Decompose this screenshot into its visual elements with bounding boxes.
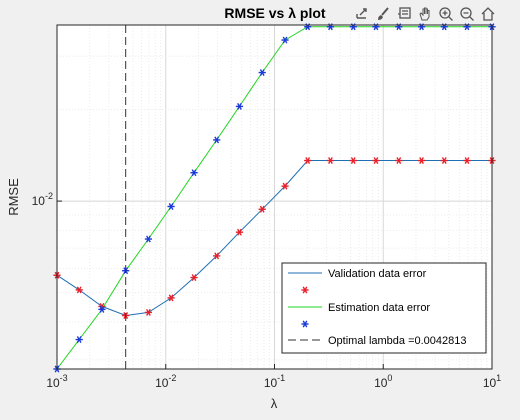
marker-stroke xyxy=(168,203,174,210)
legend-validation-marker xyxy=(301,286,309,294)
estimation-point xyxy=(258,69,266,77)
x-tick-label: 101 xyxy=(483,373,501,390)
tick-labels: 10-3 10-2 10-1 100 101 10-2 xyxy=(32,191,502,390)
estimation-error-line xyxy=(56,26,492,370)
marker-stroke xyxy=(419,157,424,165)
validation-point xyxy=(190,274,198,282)
estimation-point xyxy=(190,169,198,177)
legend: Validation data error * Estimation data … xyxy=(281,262,487,354)
validation-point xyxy=(281,182,289,190)
pan-hand-icon xyxy=(419,7,430,21)
estimation-point xyxy=(213,136,221,144)
validation-point xyxy=(395,157,403,165)
y-axis-label: RMSE xyxy=(6,178,21,216)
zoom-in-button[interactable] xyxy=(436,4,456,24)
validation-point xyxy=(258,205,266,213)
estimation-point xyxy=(98,305,106,313)
legend-box xyxy=(281,262,487,354)
validation-point xyxy=(417,157,426,165)
marker-stroke xyxy=(396,157,402,165)
validation-point xyxy=(463,157,471,165)
marker-stroke xyxy=(441,157,447,165)
validation-point xyxy=(372,157,380,165)
brush-icon xyxy=(378,7,389,20)
legend-marker-star xyxy=(301,286,309,294)
x-tick-label: 100 xyxy=(374,373,392,390)
axes-toolbar xyxy=(352,4,498,24)
x-tick-label: 10-3 xyxy=(46,373,67,390)
legend-optimal-label: Optimal lambda =0.0042813 xyxy=(328,335,467,347)
marker-stroke xyxy=(259,205,265,213)
validation-point xyxy=(144,308,153,316)
marker-stroke xyxy=(214,252,220,260)
validation-point xyxy=(304,157,312,165)
marker-stroke xyxy=(259,69,265,77)
marker-stroke xyxy=(282,182,288,190)
marker-stroke xyxy=(76,286,82,294)
zoom-out-icon xyxy=(460,7,474,21)
home-button[interactable] xyxy=(478,4,498,24)
marker-stroke xyxy=(146,235,151,243)
x-axis-label: λ xyxy=(271,396,278,411)
validation-point xyxy=(349,157,357,165)
validation-point xyxy=(213,252,221,260)
estimation-point xyxy=(75,336,83,344)
marker-stroke xyxy=(99,305,105,313)
validation-point xyxy=(440,157,448,165)
marker-stroke xyxy=(237,228,242,236)
marker-stroke xyxy=(168,294,174,302)
estimation-point xyxy=(167,203,175,210)
validation-point xyxy=(235,228,244,236)
home-icon xyxy=(481,7,495,21)
estimation-point xyxy=(281,36,289,44)
legend-marker-star xyxy=(301,320,309,328)
validation-point xyxy=(75,286,83,294)
marker-stroke xyxy=(191,274,197,282)
y-tick-label: 10-2 xyxy=(32,191,53,208)
zoom-in-icon xyxy=(439,7,453,21)
estimation-point xyxy=(235,102,244,110)
marker-stroke xyxy=(302,320,308,328)
x-tick-label: 10-2 xyxy=(155,373,176,390)
x-tick-label: 10-1 xyxy=(264,373,285,390)
validation-error-line xyxy=(56,160,492,317)
export-button[interactable] xyxy=(352,4,372,24)
datatip-icon xyxy=(398,7,411,19)
chart-title: RMSE vs λ plot xyxy=(224,5,325,21)
pan-button[interactable] xyxy=(415,4,435,24)
brush-button[interactable] xyxy=(373,4,393,24)
marker-stroke xyxy=(237,102,242,110)
marker-stroke xyxy=(191,169,197,177)
legend-estimation-marker xyxy=(301,320,309,328)
marker-stroke xyxy=(76,336,82,344)
marker-stroke xyxy=(282,36,288,44)
legend-estimation-label: Estimation data error xyxy=(328,302,430,314)
validation-point xyxy=(326,157,335,165)
marker-stroke xyxy=(305,157,311,165)
marker-stroke xyxy=(146,308,151,316)
marker-stroke xyxy=(373,157,379,165)
validation-point xyxy=(167,294,175,302)
datatip-button[interactable] xyxy=(394,4,414,24)
marker-stroke xyxy=(214,136,220,144)
marker-stroke xyxy=(464,157,470,165)
marker-stroke xyxy=(350,157,356,165)
legend-validation-label: Validation data error xyxy=(328,268,427,280)
marker-stroke xyxy=(328,157,333,165)
zoom-out-button[interactable] xyxy=(457,4,477,24)
marker-stroke xyxy=(302,286,308,294)
estimation-point xyxy=(144,235,153,243)
export-icon xyxy=(356,8,367,19)
